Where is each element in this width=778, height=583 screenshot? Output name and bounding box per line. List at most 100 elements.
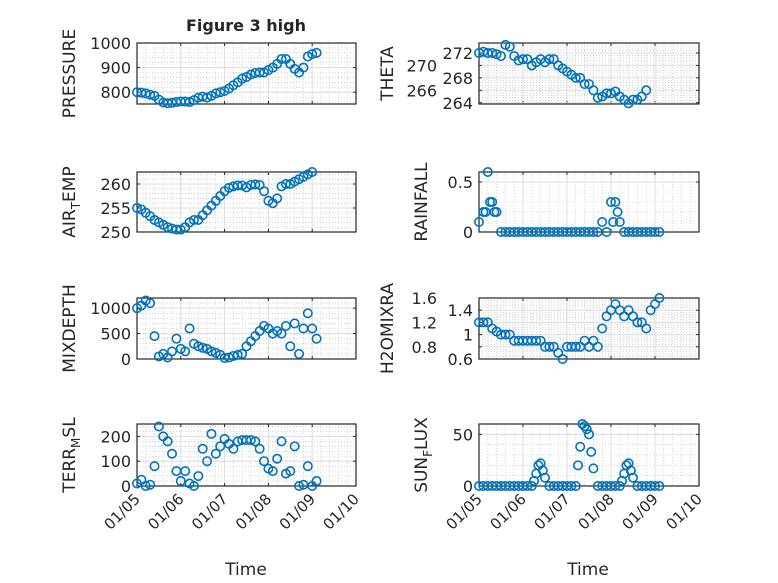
x-tick-label: 01/09 [619, 490, 662, 533]
y-axis-label-main: RAINFALL [412, 162, 432, 242]
plot-area [479, 298, 699, 359]
data-point [175, 476, 186, 487]
data-point [592, 341, 603, 352]
data-point [311, 476, 322, 487]
y-axis-label-main: PRESSURE [60, 29, 80, 118]
data-point [259, 186, 270, 197]
data-point [500, 329, 511, 340]
data-point [153, 421, 164, 432]
data-point [478, 317, 489, 328]
x-tick-label: 01/09 [276, 490, 319, 533]
data-point [641, 323, 652, 334]
y-tick-label: 268 [442, 69, 473, 88]
y-tick-label: 0 [121, 477, 131, 496]
data-point [632, 317, 643, 328]
y-tick-label: 0.6 [448, 350, 473, 369]
data-point [188, 215, 199, 226]
data-point [605, 197, 616, 208]
axes-pressure: 800 900 1000 PRESSURE [60, 29, 357, 118]
data-point [272, 193, 283, 204]
data-point [504, 41, 515, 52]
y-axis-label: MIXDEPTH [60, 284, 80, 373]
axes-box [136, 171, 357, 233]
data-point [482, 167, 493, 178]
y-axis-label-rest: SL [60, 417, 80, 438]
y-axis-label: PRESSURE [60, 29, 80, 118]
axes-h2omixra: 0.6 0.8 1 1.2 1.4 1.6 H2OMIXRA [378, 283, 700, 374]
axes-mixdepth: 0 500 1000 MIXDEPTH [60, 284, 357, 373]
y-axis-label-subscript: F [421, 450, 435, 457]
axes-sun_flux: 01/05 01/06 01/07 01/08 01/09 01/10 0 50 SUNFLUX [412, 417, 706, 534]
data-point [210, 88, 221, 99]
data-point [193, 341, 204, 352]
data-point [202, 92, 213, 103]
data-point [539, 472, 550, 483]
data-point [627, 472, 638, 483]
data-point [202, 456, 213, 467]
data-point [311, 47, 322, 58]
y-tick-label: 0.5 [448, 173, 473, 192]
y-tick-label: 1.4 [448, 301, 473, 320]
y-axis-label: H2OMIXRA [378, 283, 398, 374]
y-axis-label-subscript: M [69, 438, 83, 448]
axes-box [478, 42, 700, 105]
data-point [614, 217, 625, 228]
y-tick-label: 255 [100, 199, 131, 218]
data-point [570, 341, 581, 352]
data-point [167, 448, 178, 459]
y-axis-label-main: H2OMIXRA [378, 283, 398, 374]
axes-box [478, 297, 700, 360]
data-point [557, 353, 568, 364]
data-point [145, 298, 156, 309]
data-point [162, 222, 173, 233]
y-axis-label: SUNFLUX [412, 417, 435, 493]
data-point [610, 197, 621, 208]
plot-area [137, 172, 356, 232]
axes-theta: 264 266 268 270 272 THETA [378, 39, 700, 113]
data-point [280, 179, 291, 190]
data-point [223, 182, 234, 193]
data-point [145, 89, 156, 100]
y-tick-label: 270 [406, 56, 437, 75]
data-point [654, 227, 665, 238]
data-point [206, 428, 217, 439]
data-point [276, 53, 287, 64]
data-point [280, 320, 291, 331]
data-point [294, 480, 305, 491]
data-point [223, 352, 234, 363]
axes-rainfall: 0 0.5 RAINFALL [412, 162, 700, 242]
y-tick-label: 0 [463, 477, 473, 496]
y-tick-label: 50 [453, 425, 473, 444]
data-point [193, 471, 204, 482]
y-axis-label: THETA [378, 46, 398, 102]
y-tick-label: 1000 [90, 34, 131, 53]
figure-title: Figure 3 high [186, 16, 306, 35]
y-tick-label: 100 [100, 452, 131, 471]
data-point [171, 333, 182, 344]
y-tick-label: 1.6 [412, 289, 437, 308]
data-point [526, 480, 537, 491]
data-point [228, 443, 239, 454]
data-point [579, 79, 590, 90]
y-tick-label: 272 [442, 44, 473, 63]
y-tick-label: 0.8 [412, 338, 437, 357]
data-point [285, 341, 296, 352]
axes-box [136, 297, 357, 360]
x-tick-label: 01/08 [232, 490, 275, 533]
y-tick-label: 260 [100, 175, 131, 194]
x-tick-label: 01/10 [663, 490, 706, 533]
data-point [140, 88, 151, 99]
data-point [294, 348, 305, 359]
data-point [215, 87, 226, 98]
data-point [145, 479, 156, 490]
data-point [188, 480, 199, 491]
x-tick-label: 01/06 [144, 490, 187, 533]
y-tick-label: 800 [100, 83, 131, 102]
y-axis-label-main: SUN [412, 457, 432, 493]
data-point [140, 480, 151, 491]
x-axis-label-left: Time [224, 560, 267, 580]
y-tick-label: 250 [100, 223, 131, 242]
y-tick-label: 0 [463, 223, 473, 242]
x-tick-label: 01/06 [487, 490, 530, 533]
